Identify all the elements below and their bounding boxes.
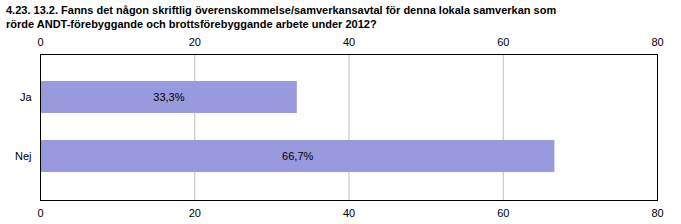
svg-text:Ja: Ja — [20, 91, 33, 103]
svg-text:60: 60 — [497, 207, 509, 219]
svg-text:20: 20 — [189, 207, 201, 219]
svg-text:20: 20 — [189, 35, 201, 47]
svg-text:80: 80 — [651, 35, 663, 47]
svg-text:0: 0 — [37, 35, 43, 47]
svg-text:40: 40 — [343, 35, 355, 47]
svg-text:80: 80 — [651, 207, 663, 219]
svg-text:66,7%: 66,7% — [282, 150, 313, 162]
svg-text:Nej: Nej — [15, 150, 32, 162]
html-text:4.23. 13.2. Fanns det någon sk: 4.23. 13.2. Fanns det någon skriftlig öv… — [6, 4, 557, 31]
svg-text:40: 40 — [343, 207, 355, 219]
svg-text:0: 0 — [37, 207, 43, 219]
svg-text:60: 60 — [497, 35, 509, 47]
svg-text:33,3%: 33,3% — [153, 91, 184, 103]
